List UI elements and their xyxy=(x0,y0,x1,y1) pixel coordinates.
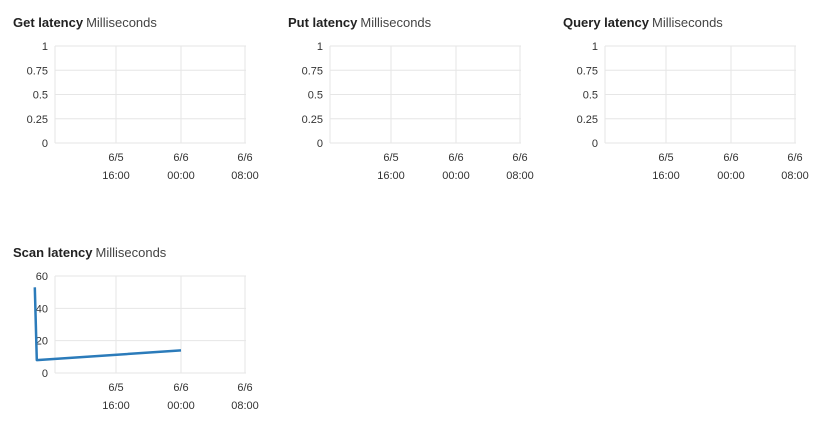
x-tick-time-label: 16:00 xyxy=(102,170,130,182)
put-latency-panel: Put latency Milliseconds 1 0.75 0.5 0.25 0 6/5… xyxy=(288,15,548,215)
y-tick-label: 0.5 xyxy=(33,90,48,102)
put-latency-chart: 1 0.75 0.5 0.25 0 6/5 16:00 6/6 00:00 6/6 08:00 xyxy=(302,41,534,182)
y-tick-label: 60 xyxy=(36,271,48,283)
panel-title: Put latency Milliseconds xyxy=(288,15,431,31)
y-tick-label: 40 xyxy=(36,303,48,315)
x-tick-date-label: 6/6 xyxy=(448,152,463,164)
x-tick-time-label: 00:00 xyxy=(167,170,195,182)
x-tick-date-label: 6/6 xyxy=(787,152,802,164)
panel-title: Scan latency Milliseconds xyxy=(13,245,166,261)
x-tick-date-label: 6/5 xyxy=(108,152,123,164)
x-tick-time-label: 00:00 xyxy=(442,170,470,182)
x-tick-time-label: 08:00 xyxy=(231,400,259,412)
x-tick-date-label: 6/6 xyxy=(173,382,188,394)
metric-name: Put latency xyxy=(288,15,358,30)
y-tick-label: 0.25 xyxy=(27,114,48,126)
scan-latency-panel: Scan latency Milliseconds 60 40 20 0 6/5 16:00… xyxy=(13,245,273,445)
x-tick-time-label: 08:00 xyxy=(506,170,534,182)
y-tick-label: 1 xyxy=(42,41,48,53)
x-tick-date-label: 6/6 xyxy=(723,152,738,164)
query-latency-chart: 1 0.75 0.5 0.25 0 6/5 16:00 6/6 00:00 6/6 08:00 xyxy=(577,41,809,182)
x-tick-time-label: 08:00 xyxy=(781,170,809,182)
panel-title: Get latency Milliseconds xyxy=(13,15,157,31)
series-line xyxy=(33,287,182,362)
x-tick-date-label: 6/5 xyxy=(658,152,673,164)
y-tick-label: 0.75 xyxy=(27,65,48,77)
x-tick-date-label: 6/6 xyxy=(173,152,188,164)
x-tick-date-label: 6/5 xyxy=(108,382,123,394)
y-tick-label: 20 xyxy=(36,336,48,348)
scan-latency-chart: 60 40 20 0 6/5 16:00 6/6 00:00 6/6 08:00 xyxy=(33,271,259,412)
x-tick-date-label: 6/5 xyxy=(383,152,398,164)
y-tick-label: 0 xyxy=(317,138,323,150)
x-tick-date-label: 6/6 xyxy=(237,152,252,164)
y-tick-label: 0.25 xyxy=(302,114,323,126)
metric-unit: Milliseconds xyxy=(86,15,157,30)
y-tick-label: 0.75 xyxy=(302,65,323,77)
get-latency-panel: Get latency Milliseconds 1 0.75 0.5 0.25 0 6/5… xyxy=(13,15,273,215)
y-tick-label: 1 xyxy=(592,41,598,53)
metric-name: Query latency xyxy=(563,15,649,30)
y-tick-label: 0.25 xyxy=(577,114,598,126)
metric-name: Scan latency xyxy=(13,245,93,260)
x-tick-time-label: 16:00 xyxy=(652,170,680,182)
x-tick-time-label: 08:00 xyxy=(231,170,259,182)
x-tick-time-label: 16:00 xyxy=(377,170,405,182)
y-tick-label: 0 xyxy=(42,368,48,380)
x-tick-date-label: 6/6 xyxy=(237,382,252,394)
y-tick-label: 0.75 xyxy=(577,65,598,77)
get-latency-chart: 1 0.75 0.5 0.25 0 6/5 16:00 6/6 00:00 6/6 08:00 xyxy=(27,41,259,182)
query-latency-panel: Query latency Milliseconds 1 0.75 0.5 0.25 0 6… xyxy=(563,15,823,215)
x-tick-time-label: 00:00 xyxy=(167,400,195,412)
y-tick-label: 1 xyxy=(317,41,323,53)
x-tick-time-label: 16:00 xyxy=(102,400,130,412)
metric-unit: Milliseconds xyxy=(95,245,167,260)
x-tick-time-label: 00:00 xyxy=(717,170,745,182)
x-tick-date-label: 6/6 xyxy=(512,152,527,164)
metric-unit: Milliseconds xyxy=(652,15,723,30)
metric-unit: Milliseconds xyxy=(360,15,432,30)
metric-name: Get latency xyxy=(13,15,84,30)
panel-title: Query latency Milliseconds xyxy=(563,15,723,31)
y-tick-label: 0.5 xyxy=(583,90,598,102)
y-tick-label: 0.5 xyxy=(308,90,323,102)
y-tick-label: 0 xyxy=(42,138,48,150)
y-tick-label: 0 xyxy=(592,138,598,150)
